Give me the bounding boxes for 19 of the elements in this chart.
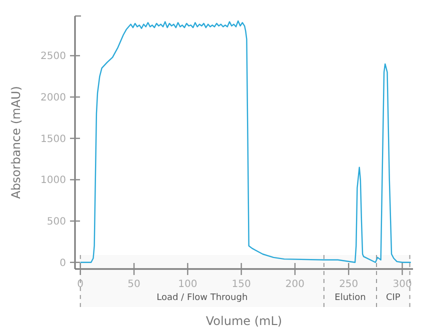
band-label: CIP [386, 293, 401, 303]
band-label: Load / Flow Through [156, 293, 248, 303]
x-tick-label: 200 [285, 279, 305, 290]
y-tick-label: 2000 [40, 92, 66, 104]
y-tick-label: 1500 [40, 134, 66, 145]
x-tick-label: 0 [77, 279, 84, 290]
y-tick-label: 1000 [40, 175, 66, 186]
x-tick-label: 50 [128, 279, 140, 290]
x-tick-label: 300 [392, 279, 412, 290]
y-axis-title: Absorbance (mAU) [9, 86, 23, 199]
y-tick-label: 2500 [40, 51, 66, 62]
y-tick-label: 500 [46, 216, 66, 228]
x-tick-label: 100 [178, 279, 198, 290]
y-tick-label: 0 [60, 258, 66, 269]
x-tick-label: 250 [339, 279, 358, 290]
x-axis-title: Volume (mL) [206, 314, 282, 328]
band-label: Elution [334, 293, 366, 303]
x-tick-label: 150 [232, 279, 251, 290]
line-series [80, 20, 412, 263]
